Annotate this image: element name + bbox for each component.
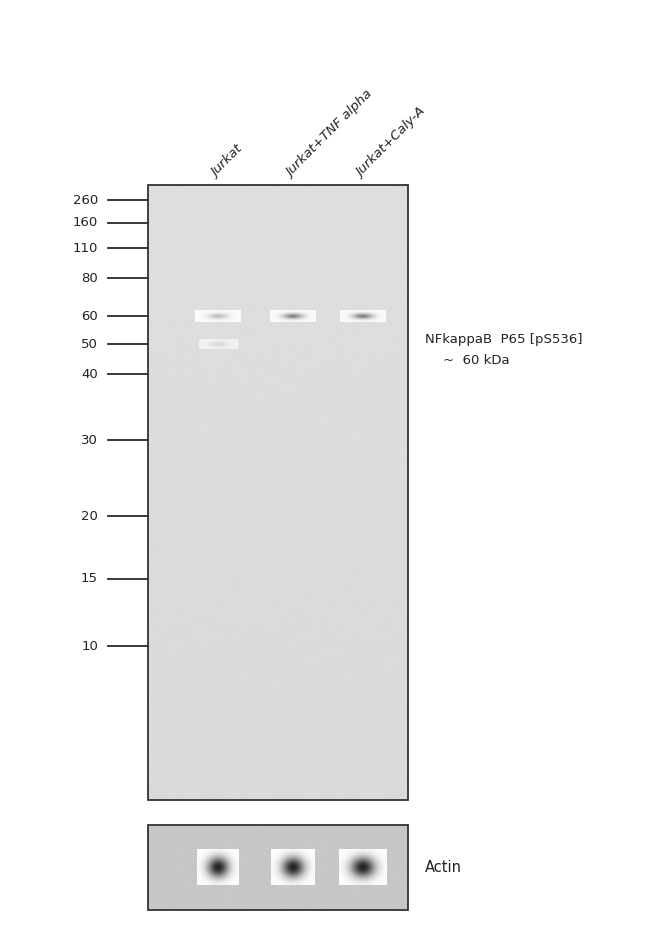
Text: 60: 60 bbox=[81, 309, 98, 323]
Text: 50: 50 bbox=[81, 338, 98, 351]
Text: Actin: Actin bbox=[425, 859, 462, 874]
Bar bbox=[148, 825, 408, 910]
Text: NFkappaB  P65 [pS536]: NFkappaB P65 [pS536] bbox=[425, 334, 582, 346]
Text: 160: 160 bbox=[73, 217, 98, 229]
Text: 110: 110 bbox=[73, 241, 98, 255]
Text: 10: 10 bbox=[81, 639, 98, 653]
Text: 20: 20 bbox=[81, 509, 98, 522]
Bar bbox=[148, 185, 408, 800]
Text: ~  60 kDa: ~ 60 kDa bbox=[443, 354, 510, 367]
Text: 40: 40 bbox=[81, 368, 98, 380]
Text: Jurkat+Caly-A: Jurkat+Caly-A bbox=[354, 106, 428, 180]
Text: 260: 260 bbox=[73, 193, 98, 207]
Text: Jurkat+TNF alpha: Jurkat+TNF alpha bbox=[284, 89, 375, 180]
Text: 15: 15 bbox=[81, 572, 98, 586]
Text: Jurkat: Jurkat bbox=[209, 143, 246, 180]
Text: 80: 80 bbox=[81, 272, 98, 285]
Text: 30: 30 bbox=[81, 434, 98, 446]
